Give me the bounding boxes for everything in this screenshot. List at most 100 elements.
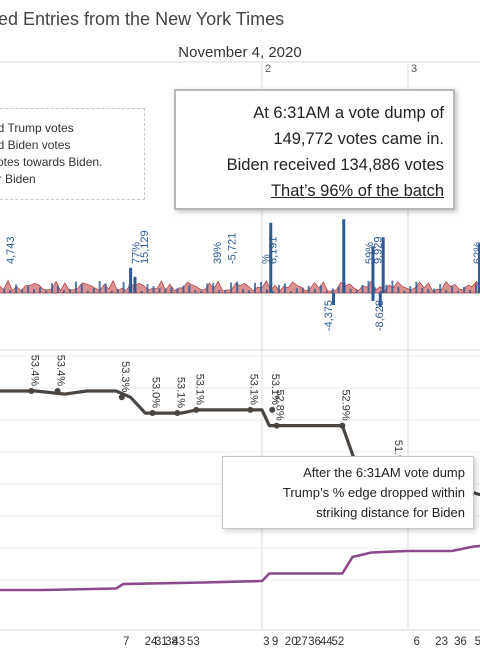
biden-vote-bar bbox=[277, 284, 280, 293]
biden-vote-bar bbox=[451, 286, 454, 293]
x-tick-label-13: 6 bbox=[414, 636, 420, 648]
vote-batch-label-8: 59% bbox=[364, 242, 376, 264]
trump-share-marker-2 bbox=[118, 394, 125, 401]
biden-spike-bar-1 bbox=[133, 276, 137, 293]
biden-vote-bar bbox=[355, 290, 358, 293]
trump-share-marker-1 bbox=[54, 388, 61, 394]
callout-bottom-line-3: striking distance for Biden bbox=[316, 505, 465, 520]
callout-bottom-line-1: After the 6:31AM vote dump bbox=[303, 465, 465, 480]
biden-vote-bar bbox=[367, 280, 370, 293]
callout-bottom-line-2: Trump’s % edge dropped within bbox=[282, 485, 465, 500]
biden-vote-bar bbox=[469, 289, 472, 293]
biden-vote-bar bbox=[283, 283, 286, 293]
vote-batch-label-10: -8,628 bbox=[374, 300, 386, 331]
trump-share-label-1: 53.4% bbox=[55, 355, 67, 386]
biden-vote-bar bbox=[62, 290, 65, 293]
biden-vote-bar bbox=[3, 288, 6, 293]
biden-vote-bar bbox=[116, 288, 119, 293]
biden-vote-bar bbox=[307, 285, 310, 293]
biden-vote-bar bbox=[248, 290, 251, 293]
trump-share-label-4: 53.1% bbox=[174, 377, 186, 408]
biden-vote-bar bbox=[158, 288, 161, 293]
biden-vote-bar bbox=[272, 290, 274, 293]
x-tick-label-15: 36 bbox=[454, 636, 467, 648]
chart-subtitle: November 4, 2020 bbox=[178, 44, 301, 61]
x-tick-label-3: 38 bbox=[165, 636, 178, 648]
biden-vote-bar bbox=[349, 288, 352, 293]
biden-vote-bar bbox=[337, 286, 340, 293]
biden-vote-bar bbox=[260, 281, 262, 293]
trump-share-label-2: 53.3% bbox=[119, 361, 131, 392]
callout-line-2: 149,772 votes came in. bbox=[273, 130, 444, 148]
biden-vote-bar bbox=[325, 290, 328, 293]
biden-vote-bar bbox=[146, 284, 149, 293]
x-tick-label-0: 7 bbox=[123, 636, 129, 648]
biden-vote-bar bbox=[295, 288, 298, 293]
legend-line-for-biden: or Biden bbox=[0, 172, 36, 186]
vote-batch-label-1: 77% bbox=[130, 242, 142, 264]
biden-vote-bar bbox=[218, 290, 221, 293]
biden-share-layer bbox=[0, 544, 480, 592]
biden-vote-bar bbox=[206, 283, 209, 293]
x-tick-label-6: 3 bbox=[263, 636, 269, 648]
biden-vote-bar bbox=[164, 288, 167, 293]
biden-vote-bar bbox=[122, 281, 125, 293]
biden-vote-bar bbox=[361, 285, 364, 293]
vote-batch-label-4: -5,721 bbox=[227, 233, 239, 264]
biden-vote-bar bbox=[176, 288, 179, 293]
biden-vote-bar bbox=[301, 287, 304, 293]
hour-label-1: 3 bbox=[411, 63, 417, 75]
x-tick-label-9: 27 bbox=[295, 636, 308, 648]
biden-vote-bar bbox=[242, 289, 245, 293]
biden-vote-bar bbox=[68, 288, 71, 293]
callout-line-3: Biden received 134,886 votes bbox=[226, 156, 444, 174]
biden-vote-bar bbox=[373, 287, 376, 293]
vote-batch-layer bbox=[0, 219, 480, 307]
legend-box: ed Trump votes ed Biden votes votes towa… bbox=[0, 108, 145, 200]
biden-vote-bar bbox=[98, 281, 101, 293]
biden-vote-bar bbox=[415, 281, 418, 293]
biden-vote-bar bbox=[39, 287, 41, 293]
biden-vote-bar bbox=[200, 290, 203, 293]
x-tick-label-12: 52 bbox=[332, 636, 345, 648]
trump-share-label-3: 53.0% bbox=[150, 377, 162, 408]
biden-vote-bar bbox=[433, 288, 436, 293]
trump-share-label-8: 52.8% bbox=[274, 389, 286, 420]
biden-spike-bar-4 bbox=[371, 246, 375, 293]
biden-share-line bbox=[0, 544, 480, 592]
x-tick-label-11: 44 bbox=[320, 636, 333, 648]
biden-vote-bar bbox=[182, 285, 185, 293]
biden-vote-bar bbox=[86, 290, 89, 293]
biden-vote-bar bbox=[445, 290, 448, 293]
trump-share-label-5: 53.1% bbox=[193, 374, 205, 405]
legend-line-toward-biden: votes towards Biden. bbox=[0, 155, 103, 169]
biden-vote-bar bbox=[80, 284, 83, 293]
vote-batch-label-11: 62% bbox=[472, 242, 480, 264]
hour-label-0: 2 bbox=[265, 63, 271, 75]
vote-batch-label-7: -4,375 bbox=[323, 300, 335, 331]
biden-vote-bar bbox=[427, 288, 430, 293]
vote-batch-label-0: 4,743 bbox=[5, 236, 17, 264]
trump-share-marker-6 bbox=[247, 406, 254, 413]
biden-vote-bar bbox=[397, 286, 400, 293]
biden-vote-bar bbox=[224, 290, 227, 293]
trump-share-marker-0 bbox=[28, 388, 35, 394]
biden-vote-bar bbox=[236, 281, 239, 293]
vote-batch-label-2: 15,129 bbox=[139, 230, 151, 264]
biden-vote-bar bbox=[152, 286, 155, 293]
trump-share-label-7: 53.1% bbox=[269, 374, 281, 405]
legend-line-biden: ed Biden votes bbox=[0, 138, 71, 152]
biden-vote-bar bbox=[421, 288, 424, 293]
biden-vote-bar bbox=[188, 285, 191, 293]
x-tick-label-8: 20 bbox=[285, 636, 298, 648]
biden-vote-bar bbox=[110, 290, 113, 293]
biden-vote-bar bbox=[391, 280, 394, 293]
x-tick-label-2: 31 bbox=[155, 636, 168, 648]
biden-vote-bar bbox=[230, 282, 233, 293]
trump-share-marker-4 bbox=[174, 410, 181, 417]
biden-vote-bar bbox=[170, 287, 173, 293]
biden-vote-bar bbox=[92, 288, 95, 293]
trump-share-label-9: 52.9% bbox=[339, 389, 351, 420]
biden-vote-bar bbox=[289, 291, 292, 293]
legend-line-trump: ed Trump votes bbox=[0, 121, 74, 135]
